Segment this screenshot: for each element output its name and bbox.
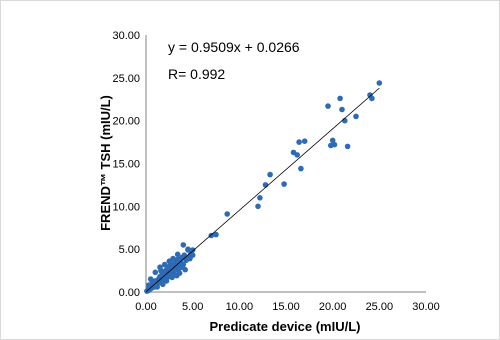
data-point	[255, 203, 261, 210]
y-tick-label: 0.00	[119, 287, 140, 299]
data-point	[331, 141, 338, 148]
correlation-coefficient: R= 0.992	[168, 66, 225, 82]
y-tick-labels: 0.00 5.00 10.00 15.00 20.00 25.00 30.00	[112, 30, 140, 299]
data-point	[170, 255, 176, 262]
data-point	[353, 113, 359, 120]
y-tick-label: 15.00	[112, 159, 140, 171]
y-tick-label: 10.00	[112, 201, 140, 213]
data-point	[185, 246, 191, 252]
data-point	[189, 247, 196, 253]
x-tick-label: 25.00	[366, 301, 394, 313]
axes	[145, 35, 426, 293]
x-tick-label: 10.00	[226, 301, 254, 313]
y-tick-label: 25.00	[112, 73, 140, 85]
x-tick-label: 15.00	[272, 301, 300, 313]
data-point	[344, 143, 351, 150]
data-point	[294, 152, 301, 158]
data-point	[376, 80, 383, 86]
x-tick-label: 5.00	[182, 301, 203, 313]
data-point	[213, 231, 219, 238]
data-point	[176, 270, 183, 277]
data-point	[208, 232, 215, 239]
data-point	[152, 269, 159, 276]
x-tick-label: 20.00	[319, 301, 347, 313]
data-point	[169, 274, 175, 281]
data-point	[296, 139, 302, 145]
data-point	[281, 181, 287, 187]
x-tick-labels: 0.00 5.00 10.00 15.00 20.00 25.00 30.00	[135, 301, 439, 313]
data-point	[178, 264, 185, 271]
data-point	[160, 281, 166, 288]
x-tick-label: 30.00	[412, 301, 440, 313]
data-point	[163, 278, 170, 284]
data-point	[187, 255, 193, 262]
data-point	[337, 95, 343, 102]
data-points	[144, 80, 383, 294]
data-point	[301, 138, 308, 144]
data-point	[262, 182, 269, 188]
data-point	[224, 211, 230, 217]
data-point	[161, 261, 168, 268]
x-tick-label: 0.00	[135, 301, 156, 313]
data-point	[154, 284, 160, 290]
data-point	[149, 278, 156, 285]
data-point	[329, 137, 336, 144]
data-point	[298, 165, 304, 172]
data-point	[174, 251, 181, 258]
data-point	[369, 95, 375, 102]
data-point	[158, 267, 164, 274]
data-point	[146, 282, 152, 288]
data-point	[180, 242, 187, 248]
data-point	[325, 103, 331, 109]
y-axis-title: FREND™ TSH (mIU/L)	[98, 95, 113, 231]
trendline	[145, 87, 380, 293]
data-point	[339, 106, 345, 113]
y-tick-label: 20.00	[112, 116, 140, 128]
y-tick-label: 5.00	[119, 244, 140, 256]
regression-equation: y = 0.9509x + 0.0266	[168, 39, 300, 55]
data-point	[267, 171, 273, 178]
x-axis-title: Predicate device (mIU/L)	[210, 319, 361, 334]
data-point	[257, 195, 263, 201]
y-tick-label: 30.00	[112, 30, 140, 42]
